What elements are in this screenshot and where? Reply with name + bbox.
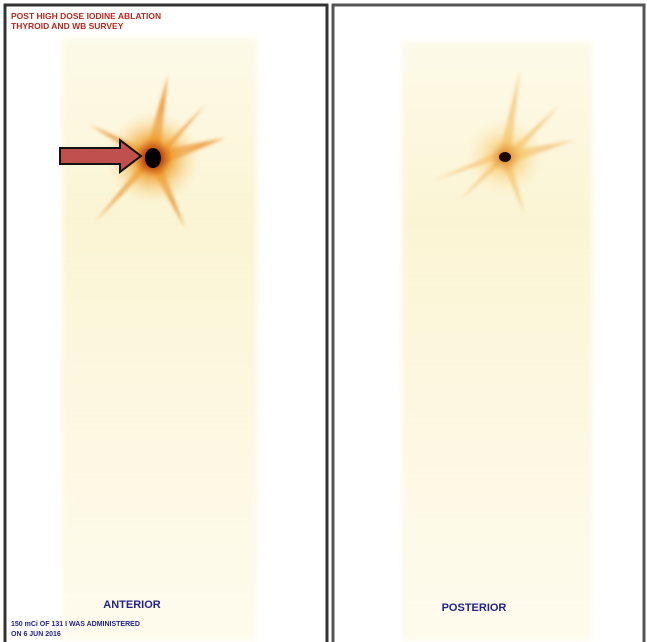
title-line: POST HIGH DOSE IODINE ABLATION: [11, 11, 161, 21]
hot-spot: [499, 152, 511, 162]
view-label: POSTERIOR: [442, 602, 507, 614]
hot-spot: [145, 148, 161, 168]
scan-screenshot: POST HIGH DOSE IODINE ABLATION THYROID A…: [0, 0, 647, 642]
footnote-line: ON 6 JUN 2016: [11, 631, 61, 638]
title-line: THYROID AND WB SURVEY: [11, 21, 124, 31]
footnote-line: 150 mCi OF 131 I WAS ADMINISTERED: [11, 621, 140, 628]
view-label: ANTERIOR: [103, 599, 161, 611]
